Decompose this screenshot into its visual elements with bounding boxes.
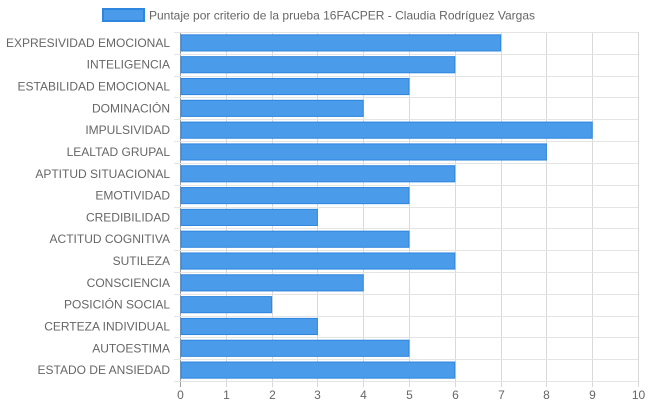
category-label: IMPULSIVIDAD: [85, 123, 170, 137]
x-tick-label: 6: [452, 388, 459, 402]
category-label: POSICIÓN SOCIAL: [64, 297, 170, 312]
x-tick-label: 2: [269, 388, 276, 402]
category-label: DOMINACIÓN: [92, 100, 170, 115]
category-label: APTITUD SITUACIONAL: [35, 167, 170, 181]
bar[interactable]: [180, 165, 456, 183]
category-label: ESTADO DE ANSIEDAD: [38, 363, 171, 377]
bar[interactable]: [180, 56, 456, 74]
bar[interactable]: [180, 230, 410, 248]
category-label: SUTILEZA: [113, 254, 170, 268]
bar[interactable]: [180, 296, 273, 314]
category-label: CONSCIENCIA: [87, 276, 170, 290]
x-tick-label: 9: [589, 388, 596, 402]
bar[interactable]: [180, 252, 456, 270]
x-tick-label: 3: [314, 388, 321, 402]
x-tick-label: 7: [498, 388, 505, 402]
x-tick-label: 10: [632, 388, 646, 402]
x-tick-label: 8: [543, 388, 550, 402]
category-label: CERTEZA INDIVIDUAL: [44, 319, 170, 333]
bars-group: [180, 34, 593, 379]
category-label: EMOTIVIDAD: [95, 189, 170, 203]
bar[interactable]: [180, 143, 547, 161]
x-tick-label: 1: [223, 388, 230, 402]
category-label: ESTABILIDAD EMOCIONAL: [18, 80, 171, 94]
bar[interactable]: [180, 34, 502, 52]
category-label: INTELIGENCIA: [87, 58, 170, 72]
bar[interactable]: [180, 187, 410, 205]
x-tick-labels: 0 1 2 3 4 5 6 7 8 9 10: [177, 388, 645, 402]
bar[interactable]: [180, 208, 318, 226]
bar[interactable]: [180, 361, 456, 379]
x-tick-label: 5: [406, 388, 413, 402]
legend-swatch[interactable]: [102, 8, 145, 22]
bar[interactable]: [180, 339, 410, 357]
x-tick-label: 0: [177, 388, 184, 402]
bar[interactable]: [180, 121, 593, 139]
bar[interactable]: [180, 317, 318, 336]
bar[interactable]: [180, 274, 364, 292]
category-label: CREDIBILIDAD: [86, 210, 170, 224]
x-tick-label: 4: [360, 388, 367, 402]
bar[interactable]: [180, 99, 364, 117]
legend-label[interactable]: Puntaje por criterio de la prueba 16FACP…: [149, 9, 535, 23]
category-label: ACTITUD COGNITIVA: [50, 232, 170, 246]
legend: Puntaje por criterio de la prueba 16FACP…: [102, 8, 535, 23]
bar[interactable]: [180, 77, 410, 96]
category-labels: EXPRESIVIDAD EMOCIONAL INTELIGENCIA ESTABI…: [6, 36, 170, 377]
category-label: AUTOESTIMA: [92, 341, 170, 355]
category-label: EXPRESIVIDAD EMOCIONAL: [6, 36, 170, 50]
category-label: LEALTAD GRUPAL: [67, 145, 171, 159]
